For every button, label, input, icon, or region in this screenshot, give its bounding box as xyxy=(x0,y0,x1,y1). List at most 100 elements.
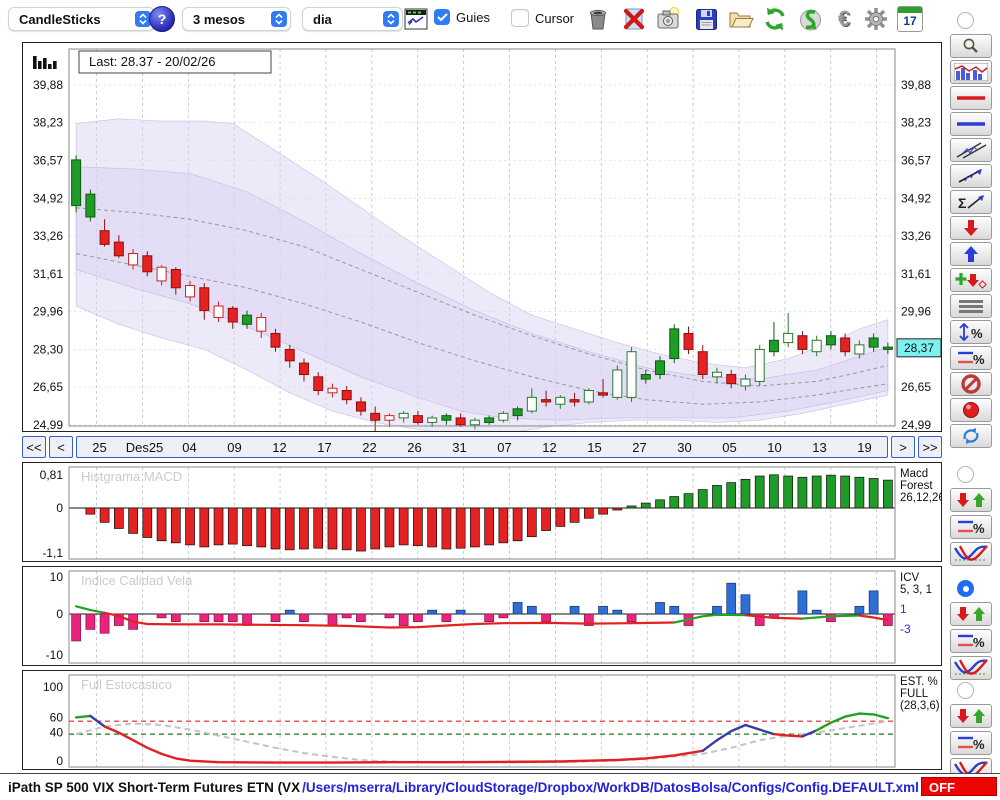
snapshot-camera-icon[interactable] xyxy=(655,5,683,33)
macd-signal-arrows-button[interactable] xyxy=(950,488,992,512)
settings-gear-icon[interactable] xyxy=(862,5,890,33)
date-label: 05 xyxy=(722,439,737,455)
icv-panel: Indice Calidad Vela 10 0 -10 ICV 5, 3, 1 1 -3 xyxy=(22,566,942,666)
date-label: 26 xyxy=(407,439,422,455)
svg-text:26,65: 26,65 xyxy=(33,380,63,394)
record-tool-button[interactable] xyxy=(950,398,992,422)
macd-panel: Histgrama MACD 0,81 0 -1,1 Macd Forest 26,12,2… xyxy=(22,462,945,562)
list-tool-button[interactable] xyxy=(950,294,992,318)
help-icon[interactable]: ? xyxy=(149,6,175,32)
chart-type-select[interactable]: CandleSticks xyxy=(8,7,155,31)
stoch-signal-arrows-button[interactable] xyxy=(950,704,992,728)
macd-panel-radio[interactable] xyxy=(957,466,974,483)
icv-percent-lines-button[interactable]: % xyxy=(950,629,992,653)
icv-panel-radio[interactable] xyxy=(957,580,974,597)
svg-text:24,99: 24,99 xyxy=(901,418,931,431)
next-page-button[interactable]: > xyxy=(891,436,915,458)
period-select[interactable]: 3 mesos xyxy=(182,7,291,31)
svg-text:FULL: FULL xyxy=(900,688,929,700)
date-label: 22 xyxy=(362,439,377,455)
svg-text:36,57: 36,57 xyxy=(33,154,63,168)
channel-tool-button[interactable] xyxy=(950,138,992,162)
top-toolbar: CandleSticks ? 3 mesos dia Guies Cursor xyxy=(0,0,1000,38)
icv-signal-arrows-button[interactable] xyxy=(950,602,992,626)
calendar-header xyxy=(898,7,922,13)
measure-percent-tool-button[interactable]: % xyxy=(950,320,992,344)
arrow-down-tool-button[interactable] xyxy=(950,216,992,240)
open-folder-icon[interactable] xyxy=(727,5,755,33)
svg-text:38,23: 38,23 xyxy=(33,116,63,130)
svg-text:31,61: 31,61 xyxy=(33,267,63,281)
guies-label: Guies xyxy=(456,9,490,25)
icv-curves-button[interactable] xyxy=(950,656,992,680)
calendar-day: 17 xyxy=(903,14,917,28)
stoch-percent-lines-button[interactable]: % xyxy=(950,731,992,755)
sync-icon[interactable] xyxy=(796,5,824,33)
off-button[interactable]: OFF xyxy=(921,777,997,796)
macd-chart[interactable]: Histgrama MACD 0,81 0 -1,1 MacdForest26,12,2… xyxy=(23,463,945,561)
red-hline-tool-button[interactable] xyxy=(950,86,992,110)
date-label: 13 xyxy=(812,439,827,455)
svg-text:24,99: 24,99 xyxy=(33,418,63,431)
euro-icon[interactable]: € xyxy=(830,5,858,33)
price-chart[interactable]: 39,88 39,88 38,23 38,23 36,57 36,57 34,92 34,92… xyxy=(23,43,942,437)
date-label: 09 xyxy=(227,439,242,455)
period-value: 3 mesos xyxy=(193,11,246,27)
svg-text:1: 1 xyxy=(900,602,907,616)
main-chart-radio[interactable] xyxy=(957,12,974,29)
svg-text:36,57: 36,57 xyxy=(901,154,931,168)
timeframe-select[interactable]: dia xyxy=(302,7,403,31)
prev-page-button[interactable]: < xyxy=(49,436,73,458)
indicator-chart-button[interactable] xyxy=(950,60,992,84)
sigma-trendline-tool-button[interactable]: Σ xyxy=(950,190,992,214)
svg-text:33,26: 33,26 xyxy=(901,229,931,243)
svg-text:EST. %: EST. % xyxy=(900,676,938,688)
date-label: 10 xyxy=(767,439,782,455)
chart-config-icon[interactable] xyxy=(402,5,430,33)
guies-checkbox[interactable]: Guies xyxy=(434,9,490,25)
svg-text:26,65: 26,65 xyxy=(901,380,931,394)
svg-text:-3: -3 xyxy=(900,622,911,636)
save-floppy-icon[interactable] xyxy=(692,5,720,33)
date-axis-strip[interactable]: 25 Des25 04 09 12 17 22 26 31 07 12 15 27 30 05 10 13 19 xyxy=(76,436,888,458)
first-page-button[interactable]: << xyxy=(22,436,46,458)
svg-text:26,12,26: 26,12,26 xyxy=(900,492,941,504)
stoch-chart[interactable]: Full Estocastico 100 60 40 0 EST. %FULL(28,3,… xyxy=(23,671,941,769)
svg-text:(28,3,6): (28,3,6) xyxy=(900,700,940,712)
date-label: 17 xyxy=(317,439,332,455)
trash-icon[interactable] xyxy=(584,5,612,33)
cursor-checkbox[interactable]: Cursor xyxy=(511,9,574,27)
swap-tool-button[interactable] xyxy=(950,424,992,448)
macd-percent-lines-button[interactable]: % xyxy=(950,515,992,539)
config-path[interactable]: /Users/mserra/Library/CloudStorage/Dropb… xyxy=(302,779,919,795)
arrow-up-tool-button[interactable] xyxy=(950,242,992,266)
zoom-tool-button[interactable] xyxy=(950,34,992,58)
date-label: 15 xyxy=(587,439,602,455)
svg-text:29,96: 29,96 xyxy=(901,305,931,319)
svg-text:28,37: 28,37 xyxy=(904,341,934,355)
macd-curves-button[interactable] xyxy=(950,542,992,566)
date-label: 04 xyxy=(182,439,197,455)
calendar-icon[interactable]: 17 xyxy=(897,6,923,32)
stoch-panel: Full Estocastico 100 60 40 0 EST. % FULL (28,3,… xyxy=(22,670,942,770)
svg-text:60: 60 xyxy=(50,710,64,724)
last-page-button[interactable]: >> xyxy=(918,436,942,458)
svg-text:0: 0 xyxy=(56,607,63,621)
add-signal-tool-button[interactable] xyxy=(950,268,992,292)
date-label: 25 xyxy=(92,439,107,455)
svg-text:0: 0 xyxy=(56,754,63,768)
forbidden-tool-button[interactable] xyxy=(950,372,992,396)
svg-text:Full Estocastico: Full Estocastico xyxy=(81,677,172,692)
stoch-panel-radio[interactable] xyxy=(957,682,974,699)
refresh-icon[interactable] xyxy=(761,5,789,33)
chart-type-value: CandleSticks xyxy=(19,11,101,27)
cursor-label: Cursor xyxy=(535,10,575,26)
trendline-tool-button[interactable] xyxy=(950,164,992,188)
svg-text:34,92: 34,92 xyxy=(33,191,63,205)
date-label: Des25 xyxy=(125,439,164,455)
percent-lines-tool-button[interactable]: % xyxy=(950,346,992,370)
delete-x-icon[interactable] xyxy=(620,5,648,33)
blue-hline-tool-button[interactable] xyxy=(950,112,992,136)
svg-text:Histgrama MACD: Histgrama MACD xyxy=(81,469,182,484)
